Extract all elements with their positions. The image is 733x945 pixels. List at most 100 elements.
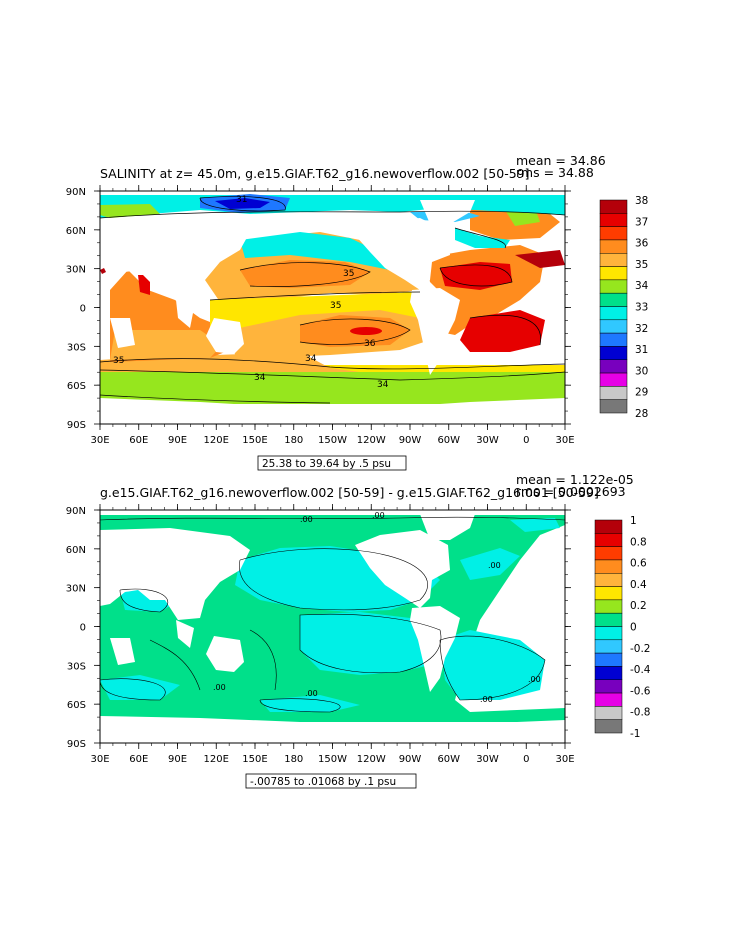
colorbar-swatch <box>599 332 628 347</box>
colorbar-label: 1 <box>630 515 637 527</box>
contour-label: .00 <box>480 695 493 704</box>
x-tick-label: 120W <box>357 754 386 765</box>
colorbar-swatch <box>594 533 623 547</box>
x-tick-label: 90W <box>399 754 422 765</box>
y-tick-label: 90S <box>67 739 86 750</box>
x-tick-label: 30E <box>555 754 574 765</box>
colorbar-label: -0.4 <box>630 664 651 676</box>
x-tick-label: 150W <box>318 435 347 446</box>
panel1-range-box <box>257 455 407 471</box>
contour-label: .00 <box>213 683 226 692</box>
colorbar-swatch <box>594 612 623 627</box>
panel-difference: g.e15.GIAF.T62_g16.newoverflow.002 [50-5… <box>66 472 651 789</box>
contour-label: 34 <box>254 373 266 383</box>
panel2-title: g.e15.GIAF.T62_g16.newoverflow.002 [50-5… <box>100 485 599 500</box>
colorbar-swatch <box>594 706 623 720</box>
colorbar-swatch <box>599 372 628 387</box>
contour-label: 34 <box>305 354 317 364</box>
panel2-rms: rms = 0.0002693 <box>516 484 626 499</box>
panel1-rms: rms = 34.88 <box>516 165 594 180</box>
colorbar-swatch <box>594 519 623 534</box>
colorbar-swatch <box>599 319 628 334</box>
colorbar-swatch <box>599 346 628 360</box>
colorbar-swatch <box>599 226 628 241</box>
panel2-range: -.00785 to .01068 by .1 psu <box>250 776 396 788</box>
contour-label: 35 <box>330 301 341 311</box>
colorbar-swatch <box>599 359 628 374</box>
x-tick-label: 30W <box>476 754 499 765</box>
colorbar-swatch <box>594 652 623 667</box>
contour-label: .00 <box>305 689 318 698</box>
y-tick-label: 90S <box>67 420 86 431</box>
colorbar-label: 35 <box>635 259 648 271</box>
colorbar-swatch <box>594 692 623 707</box>
colorbar-swatch <box>599 279 628 294</box>
colorbar-swatch <box>599 306 628 321</box>
x-tick-label: 60E <box>129 435 148 446</box>
panel2-axes: 30E 60E 90E 120E 150E 180 150W 120W 90W 60W 30W 0 30… <box>66 504 575 765</box>
colorbar-label: -1 <box>630 728 640 740</box>
colorbar-swatch <box>594 679 623 694</box>
y-tick-label: 60S <box>67 381 86 392</box>
y-tick-label: 60S <box>67 700 86 711</box>
y-tick-label: 60N <box>66 226 86 237</box>
colorbar-swatch <box>594 639 623 654</box>
salinity-contours <box>100 196 565 404</box>
y-tick-label: 0 <box>80 623 86 634</box>
colorbar-swatch <box>599 399 628 414</box>
colorbar-swatch <box>599 292 628 307</box>
salinity-map: 31 35 35 36 35 34 34 34 <box>100 191 565 424</box>
x-tick-label: 120E <box>204 754 229 765</box>
colorbar-label: 36 <box>635 238 649 250</box>
x-tick-label: 90E <box>168 754 187 765</box>
x-tick-label: 30E <box>90 435 109 446</box>
x-tick-label: 90W <box>399 435 422 446</box>
difference-map: .00 .00 .00 .00 .00 .00 .00 <box>100 510 565 743</box>
colorbar-swatch <box>594 546 623 561</box>
colorbar-label: 0.6 <box>630 558 647 570</box>
panel-salinity: SALINITY at z= 45.0m, g.e15.GIAF.T62_g16… <box>66 153 649 471</box>
colorbar-label: 38 <box>635 195 648 207</box>
colorbar-swatch <box>594 573 623 587</box>
y-tick-label: 30N <box>66 265 86 276</box>
x-tick-label: 30E <box>555 435 574 446</box>
colorbar-swatch <box>594 719 623 734</box>
x-tick-label: 0 <box>523 754 529 765</box>
x-tick-label: 150E <box>242 754 267 765</box>
colorbar-swatch <box>594 626 623 641</box>
colorbar-label: 0.8 <box>630 536 647 548</box>
contour-label: 35 <box>343 269 354 279</box>
colorbar-label: 32 <box>635 323 648 335</box>
y-tick-label: 90N <box>66 187 86 198</box>
y-tick-label: 30S <box>67 342 86 353</box>
x-tick-label: 60E <box>129 754 148 765</box>
colorbar-label: 28 <box>635 408 648 420</box>
x-tick-label: 60W <box>437 435 460 446</box>
colorbar-label: 31 <box>635 344 648 356</box>
colorbar-swatch <box>594 666 623 680</box>
colorbar-label: -0.6 <box>630 685 651 697</box>
colorbar-swatch <box>599 213 628 227</box>
colorbar-label: -0.8 <box>630 707 651 719</box>
salinity-contour-labels: 31 35 35 36 35 34 34 34 <box>113 195 389 390</box>
x-tick-label: 180 <box>284 754 303 765</box>
colorbar-swatch <box>594 559 623 574</box>
contour-label: .00 <box>372 511 385 520</box>
y-tick-label: 30S <box>67 661 86 672</box>
contour-label: 35 <box>113 356 124 366</box>
panel2-mean: mean = 1.122e-05 <box>516 472 634 487</box>
colorbar-swatch <box>594 586 623 601</box>
colorbar-label: 37 <box>635 216 648 228</box>
colorbar-swatch <box>599 253 628 267</box>
colorbar-label: 0.2 <box>630 600 647 612</box>
contour-label: .00 <box>528 675 541 684</box>
difference-contour-labels: .00 .00 .00 .00 .00 .00 .00 <box>213 511 541 704</box>
colorbar-label: 29 <box>635 387 648 399</box>
y-tick-label: 0 <box>80 304 86 315</box>
x-tick-label: 90E <box>168 435 187 446</box>
difference-contours <box>100 516 565 713</box>
contour-label: 31 <box>236 195 247 205</box>
x-tick-label: 120E <box>204 435 229 446</box>
y-tick-label: 30N <box>66 584 86 595</box>
